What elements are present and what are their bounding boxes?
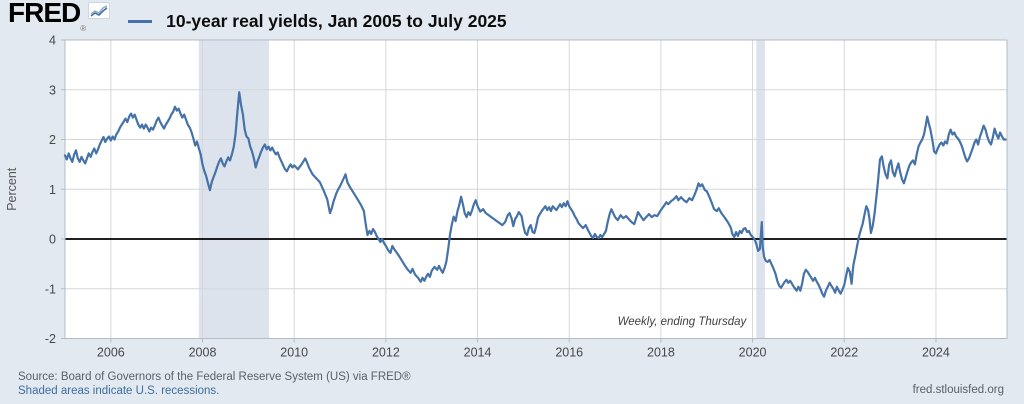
registered-trademark: ® xyxy=(80,24,87,33)
y-axis-title: Percent xyxy=(5,167,19,211)
chart-header: FRED ® 10-year real yields, Jan 2005 to … xyxy=(8,0,507,38)
fred-logo: FRED ® xyxy=(8,0,111,44)
x-tick-label: 2020 xyxy=(739,346,767,360)
x-tick-label: 2010 xyxy=(280,346,308,360)
y-tick-label: 0 xyxy=(49,233,56,247)
x-tick-label: 2014 xyxy=(464,346,492,360)
y-tick-label: 4 xyxy=(49,34,56,48)
x-tick-label: 2012 xyxy=(372,346,400,360)
y-tick-label: 3 xyxy=(49,83,56,97)
recessions-link[interactable]: Shaded areas indicate U.S. recessions. xyxy=(18,385,220,397)
fred-logo-text: FRED xyxy=(8,0,81,28)
frequency-annotation: Weekly, ending Thursday xyxy=(618,316,748,328)
fred-site-url: fred.stlouisfed.org xyxy=(912,384,1004,396)
y-tick-label: 1 xyxy=(49,183,56,197)
y-tick-label: -2 xyxy=(45,332,56,346)
x-tick-label: 2024 xyxy=(922,346,950,360)
y-tick-label: 2 xyxy=(49,133,56,147)
x-tick-label: 2008 xyxy=(189,346,217,360)
x-tick-label: 2006 xyxy=(97,346,125,360)
source-line: Source: Board of Governors of the Federa… xyxy=(18,371,411,383)
x-tick-label: 2016 xyxy=(555,346,583,360)
series-line xyxy=(63,91,1007,298)
line-chart-icon xyxy=(88,2,111,19)
chart-footer: Source: Board of Governors of the Federa… xyxy=(18,370,411,398)
series-legend-line xyxy=(128,19,153,23)
x-tick-label: 2022 xyxy=(830,346,858,360)
y-tick-label: -1 xyxy=(45,282,56,296)
chart-title: 10-year real yields, Jan 2005 to July 20… xyxy=(166,11,507,31)
x-tick-label: 2018 xyxy=(647,346,675,360)
